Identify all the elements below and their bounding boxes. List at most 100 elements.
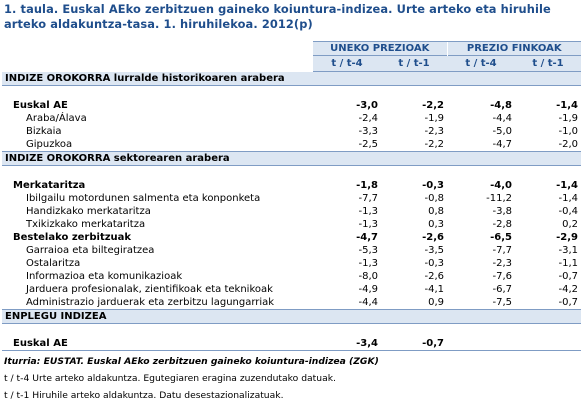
row-value: -3,3 [358, 126, 378, 137]
header-sub: t / t-4 [313, 55, 381, 72]
row-value: -6,5 [490, 232, 512, 243]
table-row: Administrazio jarduerak eta zerbitzu lag… [2, 296, 582, 310]
table-row: Bestelako zerbitzuak -4,7 -2,6 -6,5 -2,9 [2, 231, 581, 244]
header-blank [2, 42, 313, 56]
row-value: -7,7 [358, 193, 378, 204]
row-label: Bestelako zerbitzuak [13, 232, 132, 243]
row-value: -2,8 [492, 219, 512, 230]
section-header: INDIZE OROKORRA lurralde historikoaren a… [2, 71, 582, 86]
row-value [515, 337, 582, 351]
row-value: -4,4 [492, 113, 512, 124]
row-value: -4,0 [490, 180, 512, 191]
table-title: 1. taula. Euskal AEko zerbitzuen gaineko… [4, 2, 551, 31]
table-body: INDIZE OROKORRA lurralde historikoaren a… [2, 71, 582, 351]
spacer [2, 86, 581, 100]
spacer [2, 324, 581, 338]
row-value: -3,1 [558, 245, 579, 256]
row-value: -1,3 [358, 206, 378, 217]
row-value: -1,8 [356, 180, 378, 191]
table-row: Ibilgailu motordunen salmenta eta konpon… [2, 192, 581, 205]
row-value [447, 337, 515, 351]
row-value: -2,2 [422, 100, 444, 111]
row-value: -0,3 [424, 258, 444, 269]
row-value: -1,0 [558, 126, 579, 137]
table-row: Merkataritza -1,8 -0,3 -4,0 -1,4 [2, 179, 581, 192]
table-notes: Iturria: EUSTAT. Euskal AEko zerbitzuen … [4, 353, 379, 404]
row-value: 0,8 [428, 206, 444, 217]
row-value: -1,3 [358, 219, 378, 230]
row-label: Garraioa eta biltegiratzea [26, 245, 155, 256]
row-label: Ostalaritza [26, 258, 81, 269]
row-label: Handizkako merkataritza [26, 206, 151, 217]
row-label: Ibilgailu motordunen salmenta eta konpon… [26, 193, 261, 204]
row-value: -1,9 [558, 113, 579, 124]
table-row: Euskal AE -3,4 -0,7 [2, 337, 582, 351]
row-label: Administrazio jarduerak eta zerbitzu lag… [2, 296, 313, 310]
table-row: Euskal AE -3,0 -2,2 -4,8 -1,4 [2, 99, 581, 112]
note-quarter-on-quarter: t / t-1 Hiruhile arteko aldakuntza. Datu… [4, 390, 284, 401]
row-value: -2,5 [313, 138, 381, 152]
row-value: -11,2 [486, 193, 512, 204]
header-constant-prices: PREZIO FINKOAK [446, 41, 582, 56]
header-sub-row: t / t-4 t / t-1 t / t-4 t / t-1 [2, 55, 582, 72]
row-label: Informazioa eta komunikazioak [26, 271, 183, 282]
row-label: Euskal AE [2, 337, 313, 351]
row-value: -1,4 [558, 193, 579, 204]
section-header-row: INDIZE OROKORRA lurralde historikoaren a… [2, 71, 582, 86]
row-value: -0,7 [558, 271, 579, 282]
row-value: -0,7 [381, 337, 447, 351]
table-row: Ostalaritza -1,3 -0,3 -2,3 -1,1 [2, 257, 581, 270]
row-value: -2,0 [515, 138, 582, 152]
table-row: Bizkaia -3,3 -2,3 -5,0 -1,0 [2, 125, 581, 138]
row-value: -2,6 [424, 271, 444, 282]
row-label: Bizkaia [26, 126, 62, 137]
section-header: ENPLEGU INDIZEA [2, 309, 582, 324]
row-value: -3,5 [424, 245, 444, 256]
table-row: Handizkako merkataritza -1,3 0,8 -3,8 -0,4 [2, 205, 581, 218]
row-value: -4,7 [356, 232, 378, 243]
table-row: Txikizkako merkataritza -1,3 0,3 -2,8 0,2 [2, 218, 581, 231]
row-value: -5,0 [492, 126, 512, 137]
section-header: INDIZE OROKORRA sektorearen arabera [2, 151, 582, 166]
row-label: Merkataritza [13, 180, 86, 191]
header-sub: t / t-1 [381, 55, 447, 72]
table-row: Jarduera profesionalak, zientifikoak eta… [2, 283, 581, 296]
row-value: -1,4 [556, 100, 579, 111]
data-table: UNEKO PREZIOAK PREZIO FINKOAK t / t-4 t … [2, 41, 582, 351]
row-value: -0,8 [424, 193, 444, 204]
row-value: -4,9 [358, 284, 378, 295]
row-value: 0,9 [381, 296, 447, 310]
row-value: -1,1 [558, 258, 579, 269]
row-value: -3,4 [313, 337, 381, 351]
header-sub: t / t-1 [515, 55, 582, 72]
table-row: Gipuzkoa -2,5 -2,2 -4,7 -2,0 [2, 138, 582, 152]
row-value: -4,4 [313, 296, 381, 310]
row-value: -8,0 [358, 271, 378, 282]
header-current-prices: UNEKO PREZIOAK [313, 41, 447, 56]
row-value: -4,1 [424, 284, 444, 295]
row-value: -2,3 [492, 258, 512, 269]
row-value: 0,2 [562, 219, 579, 230]
row-label: Gipuzkoa [2, 138, 313, 152]
row-value: -4,2 [558, 284, 579, 295]
row-label: Jarduera profesionalak, zientifikoak eta… [26, 284, 273, 295]
row-value: 0,3 [428, 219, 444, 230]
row-label: Araba/Álava [26, 113, 87, 124]
row-value: -0,4 [558, 206, 579, 217]
spacer [2, 166, 581, 180]
row-label: Txikizkako merkataritza [26, 219, 146, 230]
row-value: -1,3 [358, 258, 378, 269]
row-label: Euskal AE [13, 100, 68, 111]
row-value: -2,9 [556, 232, 579, 243]
row-value: -3,0 [356, 100, 378, 111]
row-value: -0,3 [422, 180, 444, 191]
row-value: -4,8 [490, 100, 512, 111]
row-value: -7,7 [492, 245, 512, 256]
row-value: -7,5 [447, 296, 515, 310]
section-header-row: INDIZE OROKORRA sektorearen arabera [2, 151, 582, 166]
row-value: -0,7 [515, 296, 582, 310]
row-value: -1,4 [556, 180, 579, 191]
row-value: -2,3 [424, 126, 444, 137]
note-year-on-year: t / t-4 Urte arteko aldakuntza. Egutegia… [4, 373, 336, 384]
header-group-row: UNEKO PREZIOAK PREZIO FINKOAK [2, 41, 582, 56]
